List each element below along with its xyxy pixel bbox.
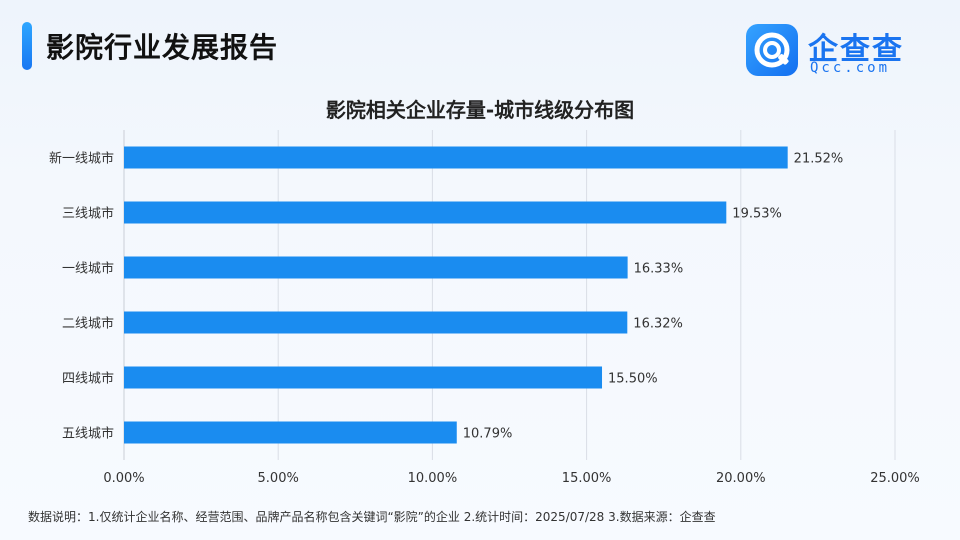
page-title: 影院行业发展报告 xyxy=(46,31,279,64)
data-label: 21.52% xyxy=(794,152,844,167)
logo-name: 企查查 xyxy=(808,32,904,67)
bar xyxy=(124,421,457,444)
header-accent-bar xyxy=(22,22,32,70)
bar xyxy=(124,146,788,169)
chart-title: 影院相关企业存量-城市线级分布图 xyxy=(325,98,635,122)
category-label: 四线城市 xyxy=(62,371,114,387)
category-label: 五线城市 xyxy=(62,426,114,442)
logo-domain: Qcc.com xyxy=(810,60,891,76)
footnote: 数据说明：1.仅统计企业名称、经营范围、品牌产品名称包含关键词“影院”的企业 2… xyxy=(28,510,716,524)
x-tick-label: 10.00% xyxy=(408,471,458,486)
data-label: 15.50% xyxy=(608,372,658,387)
x-tick-label: 20.00% xyxy=(716,471,766,486)
category-label: 三线城市 xyxy=(62,206,114,222)
logo-icon xyxy=(746,24,798,76)
data-label: 16.33% xyxy=(634,262,684,277)
bar xyxy=(124,201,727,224)
x-tick-label: 15.00% xyxy=(562,471,612,486)
data-label: 10.79% xyxy=(463,427,513,442)
data-label: 19.53% xyxy=(732,207,782,222)
data-label: 16.32% xyxy=(633,317,683,332)
bar xyxy=(124,311,628,334)
brand-logo: 企查查 Qcc.com xyxy=(746,24,936,80)
x-tick-label: 5.00% xyxy=(258,471,299,486)
x-tick-label: 0.00% xyxy=(103,471,144,486)
x-tick-label: 25.00% xyxy=(870,471,920,486)
bar xyxy=(124,256,628,279)
category-label: 二线城市 xyxy=(62,316,114,332)
category-label: 新一线城市 xyxy=(49,151,114,167)
category-label: 一线城市 xyxy=(62,261,114,277)
bar xyxy=(124,366,603,389)
